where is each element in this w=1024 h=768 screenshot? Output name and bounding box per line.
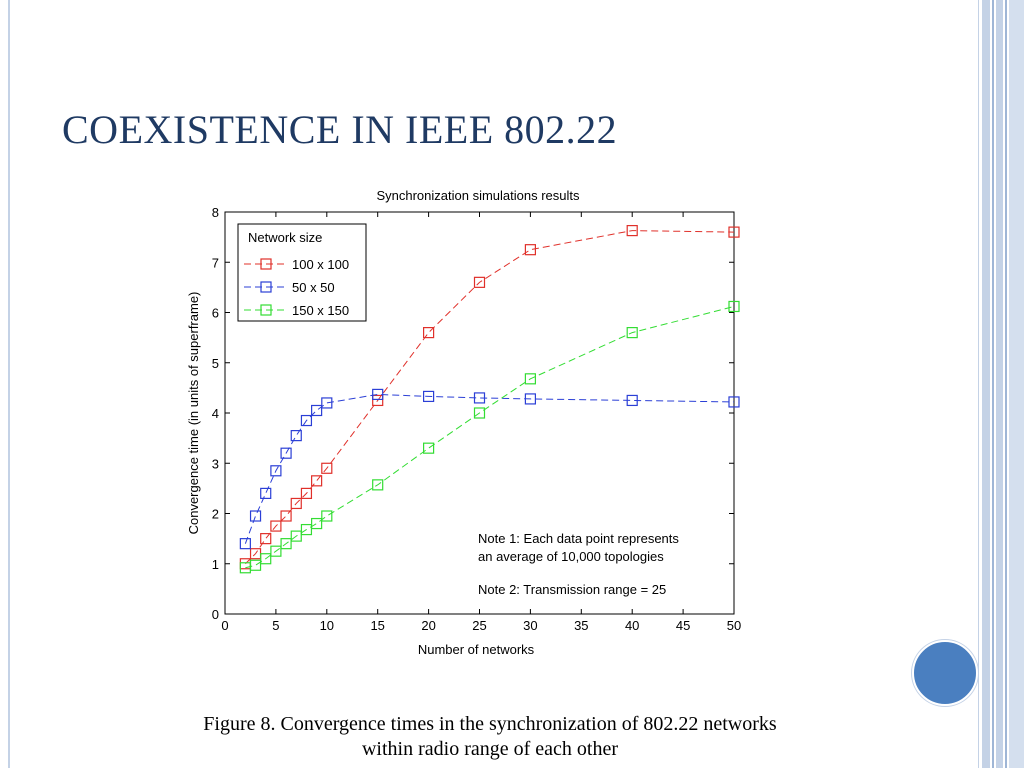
note-2: Note 2: Transmission range = 25 xyxy=(478,582,666,597)
x-tick-label: 0 xyxy=(221,618,228,633)
legend-marker xyxy=(260,304,272,316)
data-point xyxy=(473,276,486,288)
convergence-chart: Synchronization simulations results 0 5 10… xyxy=(180,180,780,660)
legend-box xyxy=(237,223,367,322)
data-point xyxy=(626,224,638,237)
x-tick-label: 25 xyxy=(472,618,486,633)
y-tick-label: 8 xyxy=(212,205,219,220)
left-border-rule xyxy=(0,0,10,768)
y-tick-label: 7 xyxy=(212,255,219,270)
data-point xyxy=(372,394,384,407)
slide-title: COEXISTENCE IN IEEE 802.22 xyxy=(62,107,618,152)
data-point xyxy=(300,487,313,499)
x-tick-label: 30 xyxy=(523,618,537,633)
data-point xyxy=(260,533,272,545)
y-tick-label: 1 xyxy=(212,557,219,572)
data-point xyxy=(300,523,313,536)
data-point xyxy=(321,397,333,409)
x-tick-label: 45 xyxy=(676,618,690,633)
data-point xyxy=(524,373,536,385)
data-point xyxy=(260,487,272,499)
data-point xyxy=(728,226,740,238)
data-point xyxy=(473,392,486,404)
data-point xyxy=(423,442,435,454)
y-tick-label: 0 xyxy=(212,607,219,622)
y-tick-label: 6 xyxy=(212,306,219,321)
legend-label: 50 x 50 xyxy=(292,280,335,295)
caption-line-1: Figure 8. Convergence times in the synch… xyxy=(203,713,777,735)
data-point xyxy=(270,545,282,557)
y-axis-label: Convergence time (in units of superframe… xyxy=(186,292,201,535)
data-point xyxy=(372,479,384,491)
x-tick-label: 10 xyxy=(320,618,334,633)
chart-title: Synchronization simulations results xyxy=(376,188,580,203)
series-line xyxy=(245,305,735,569)
data-point xyxy=(300,414,313,427)
data-point xyxy=(473,407,486,419)
x-tick-label: 15 xyxy=(370,618,384,633)
y-tick-label: 3 xyxy=(212,456,219,471)
data-point xyxy=(524,244,536,256)
data-point xyxy=(270,520,282,532)
chart-series xyxy=(239,224,740,574)
data-point xyxy=(290,530,302,542)
series-line xyxy=(244,393,735,544)
legend-label: 100 x 100 xyxy=(292,257,349,272)
data-point xyxy=(728,396,740,408)
data-point xyxy=(524,393,536,405)
x-tick-label: 40 xyxy=(625,618,639,633)
x-tick-label: 20 xyxy=(421,618,435,633)
caption-line-2: within radio range of each other xyxy=(361,738,618,760)
series-2 xyxy=(239,300,740,574)
series-line xyxy=(245,230,735,565)
data-point xyxy=(249,559,262,571)
data-point xyxy=(321,462,333,474)
data-point xyxy=(311,517,323,530)
y-tick-label: 2 xyxy=(212,507,219,522)
x-tick-label: 5 xyxy=(272,618,279,633)
data-point xyxy=(626,327,638,339)
data-point xyxy=(280,538,292,550)
data-point xyxy=(728,300,740,313)
data-point xyxy=(372,388,384,401)
x-tick-label: 50 xyxy=(727,618,741,633)
data-point xyxy=(311,475,323,487)
chart-notes: Note 1: Each data point represents an av… xyxy=(478,531,679,597)
data-point xyxy=(249,510,262,522)
note-1-line-2: an average of 10,000 topologies xyxy=(478,549,664,564)
legend-marker xyxy=(260,281,272,293)
data-point xyxy=(280,447,292,459)
series-1 xyxy=(239,388,740,550)
data-point xyxy=(311,404,323,417)
data-point xyxy=(260,553,272,565)
legend-marker xyxy=(260,258,272,270)
data-point xyxy=(290,430,302,442)
data-point xyxy=(423,390,435,403)
x-axis-label: Number of networks xyxy=(418,642,535,657)
legend-label: 150 x 150 xyxy=(292,303,349,318)
data-point xyxy=(270,465,282,477)
data-point xyxy=(239,538,251,550)
legend: Network size 100 x 100 50 x 50 150 x 150 xyxy=(237,223,367,322)
right-decorative-band xyxy=(978,0,1024,768)
data-point xyxy=(626,394,638,407)
data-point xyxy=(321,510,333,522)
data-point xyxy=(290,497,302,510)
figure-caption: Figure 8. Convergence times in the synch… xyxy=(100,712,880,762)
data-point xyxy=(423,327,435,339)
data-point xyxy=(280,510,292,522)
y-tick-label: 5 xyxy=(212,356,219,371)
decorative-circle xyxy=(912,640,978,706)
legend-title: Network size xyxy=(248,230,322,245)
note-1-line-1: Note 1: Each data point represents xyxy=(478,531,679,546)
x-tick-label: 35 xyxy=(574,618,588,633)
y-tick-label: 4 xyxy=(212,406,219,421)
